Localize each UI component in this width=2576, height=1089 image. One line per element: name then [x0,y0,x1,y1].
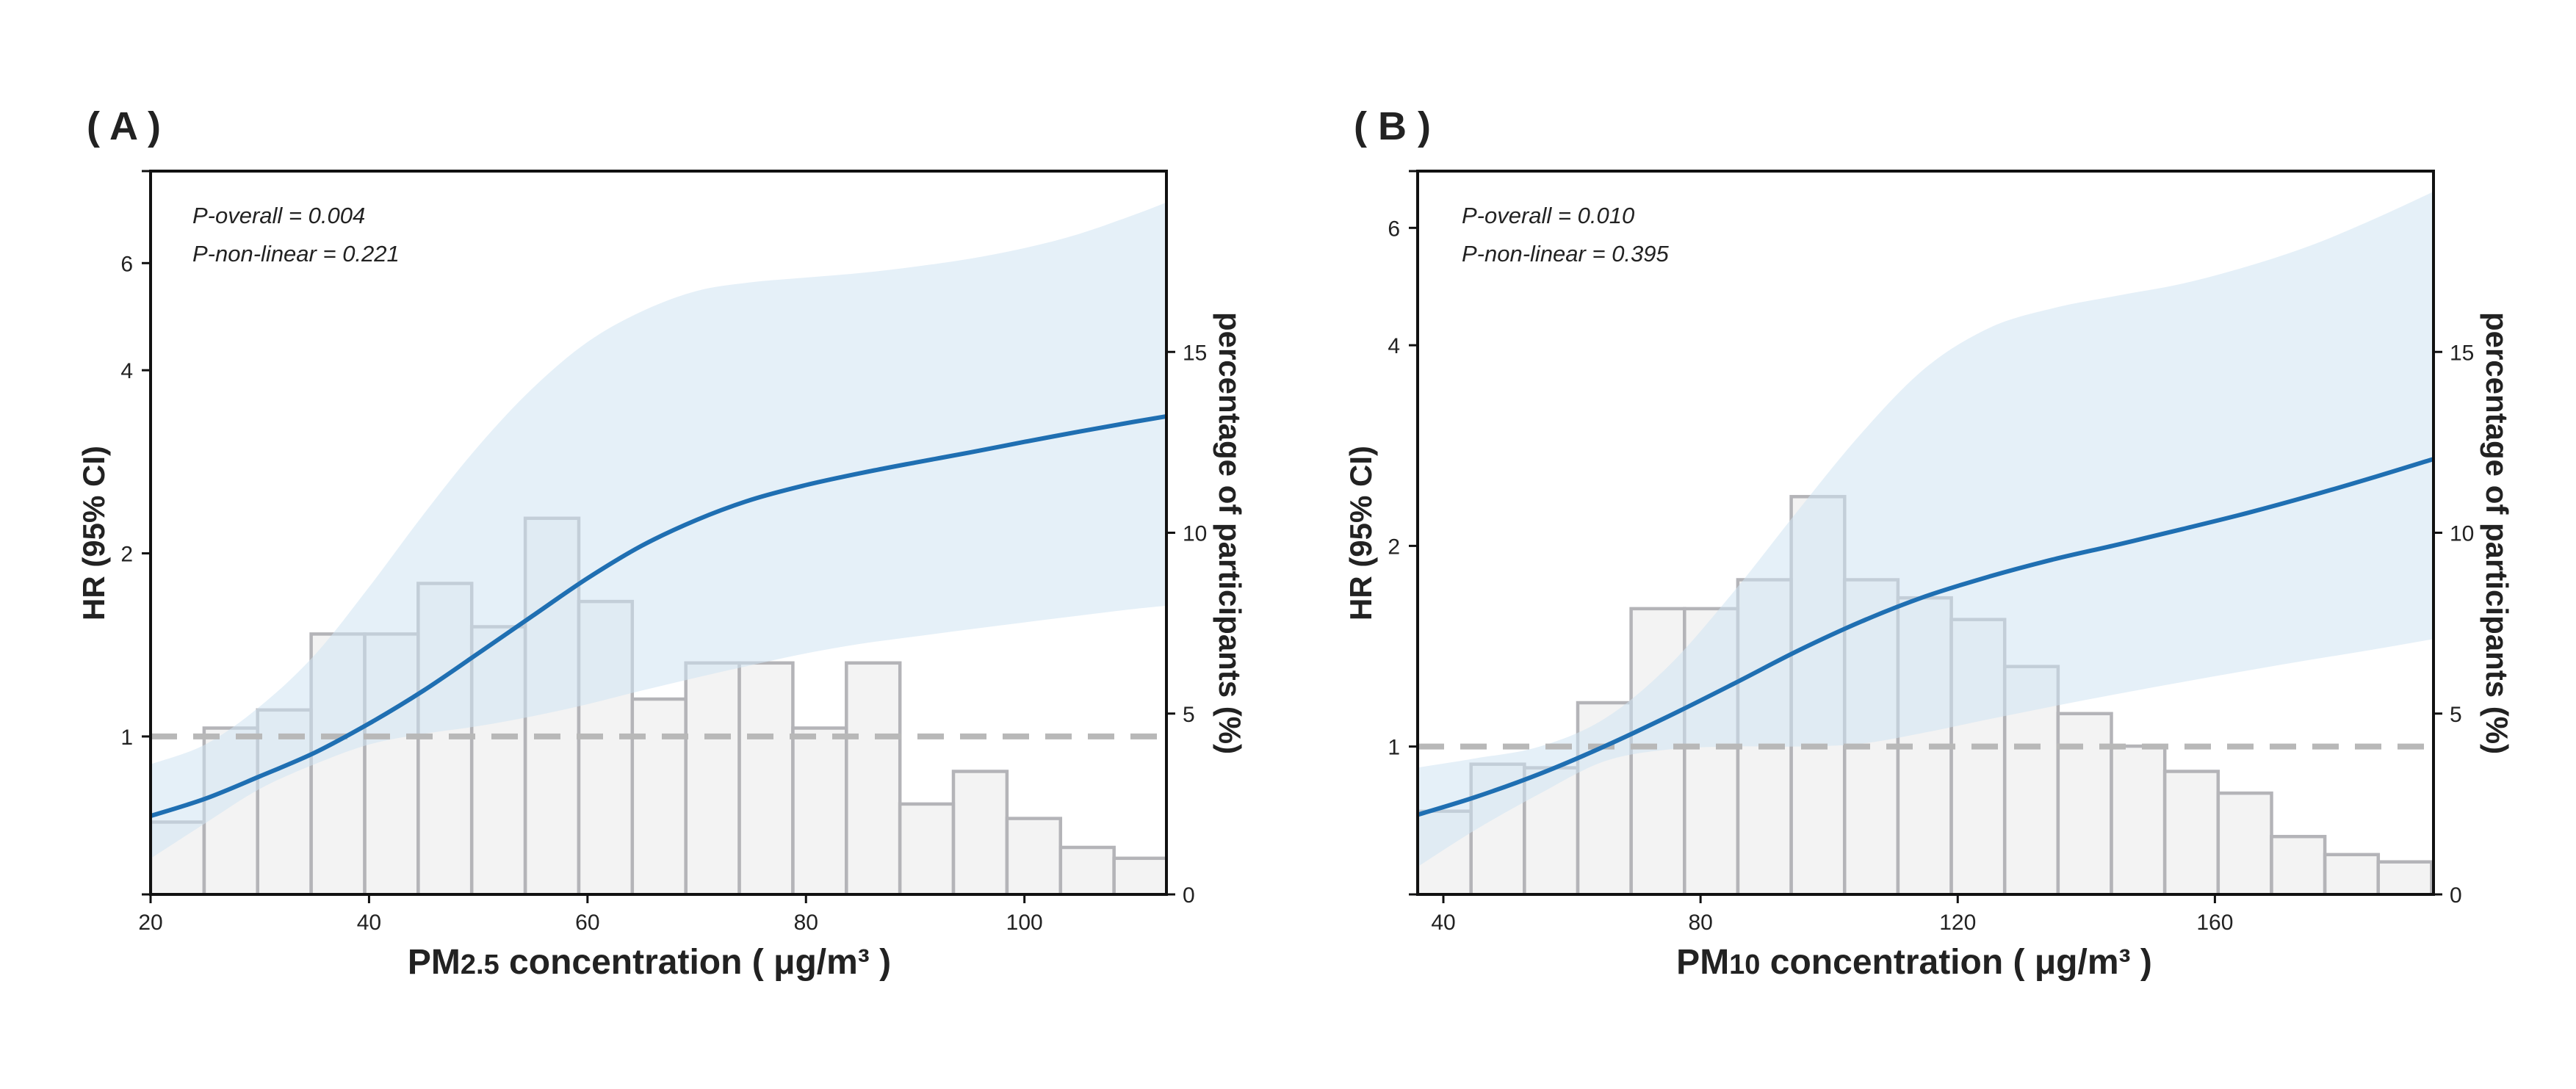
x-tick-label: 100 [1006,911,1043,935]
x-axis-label-main-a: PM [408,943,461,982]
histogram-bar [737,661,795,894]
x-axis-label-b: PM10 concentration ( μg/m³ ) [1676,943,2152,982]
x-tick-label: 40 [357,911,381,935]
y-tick-label: 6 [120,252,133,276]
histogram-bar [845,661,902,894]
histogram-bar [951,770,1009,894]
ci-band-a [151,202,1166,859]
x-axis-label-rest-a: concentration ( μg/m³ ) [499,943,891,982]
x-tick-label: 160 [2196,911,2233,935]
p-overall-a: P-overall = 0.004 [192,203,365,228]
x-axis-label-sub-a: 2.5 [461,949,499,980]
histogram-bar [1058,845,1116,894]
p-nonlinear-a: P-non-linear = 0.221 [192,241,400,267]
ci-band-b [1418,192,2434,867]
y2-tick-label: 10 [1183,522,1207,546]
panel-label-a: ( A ) [87,104,161,148]
y2-tick-label: 5 [1183,703,1195,727]
y2-tick-label: 0 [2450,883,2462,908]
x-tick-label: 80 [1688,911,1712,935]
y-tick-label: 1 [120,726,133,750]
histogram-bar [2323,853,2381,894]
y2-axis-label-a: percentage of participants (%) [1213,312,1247,754]
x-axis-ticks-a: 20 40 60 80 100 [138,894,1043,935]
y-tick-label: 2 [120,543,133,567]
y-axis-label-a: HR (95% CI) [76,446,111,621]
histogram-bar [2376,860,2434,894]
histogram-bar [2270,834,2327,894]
panel-label-b: ( B ) [1354,104,1431,148]
y-tick-label: 6 [1388,217,1400,241]
histogram-bar [791,726,848,894]
x-tick-label: 120 [1939,911,1976,935]
histogram-bar [1005,817,1063,894]
histogram-bar [1112,856,1166,894]
y2-tick-label: 10 [2450,522,2474,546]
y2-axis-ticks-a: 0 5 10 15 [1166,341,1207,908]
histogram-bar [684,661,741,894]
y-tick-label: 4 [1388,334,1400,358]
histogram-bar [2162,770,2220,894]
histogram-bar [898,802,956,894]
x-axis-ticks-b: 40 80 120 160 [1431,894,2233,935]
histogram-bar [630,697,688,894]
panel-a: ( A ) 20 40 60 80 100 1 2 4 6 0 5 10 15 P-overall … [76,104,1247,982]
y2-tick-label: 15 [2450,341,2474,365]
y-tick-label: 2 [1388,535,1400,559]
x-axis-label-main-b: PM [1676,943,1729,982]
y-axis-ticks-a: 1 2 4 6 [120,170,151,896]
y2-axis-ticks-b: 0 5 10 15 [2434,341,2474,908]
histogram-bar [2216,791,2273,894]
x-axis-label-sub-b: 10 [1729,949,1760,980]
histogram-bar [2056,712,2113,894]
hr-spline-b [1418,457,2434,817]
p-overall-b: P-overall = 0.010 [1462,203,1634,228]
x-axis-label-a: PM2.5 concentration ( μg/m³ ) [408,943,891,982]
y2-tick-label: 15 [1183,341,1207,365]
y2-tick-label: 5 [2450,703,2462,727]
x-tick-label: 80 [794,911,818,935]
y2-axis-label-b: percentage of participants (%) [2480,312,2514,754]
x-tick-label: 20 [138,911,162,935]
plot-area-a [151,202,1166,894]
histogram-bar [2110,744,2167,894]
y-axis-label-b: HR (95% CI) [1343,446,1378,621]
panel-b: ( B ) 40 80 120 160 1 2 4 6 0 5 10 15 P-overall =… [1343,104,2514,982]
y-axis-ticks-b: 1 2 4 6 [1388,170,1418,896]
hr-spline-a [151,413,1166,819]
x-tick-label: 60 [575,911,599,935]
p-nonlinear-b: P-non-linear = 0.395 [1462,241,1670,267]
plot-area-b [1418,192,2434,894]
y2-tick-label: 0 [1183,883,1195,908]
x-tick-label: 40 [1431,911,1455,935]
y-tick-label: 4 [120,359,133,383]
x-axis-label-rest-b: concentration ( μg/m³ ) [1760,943,2151,982]
y-tick-label: 1 [1388,736,1400,760]
